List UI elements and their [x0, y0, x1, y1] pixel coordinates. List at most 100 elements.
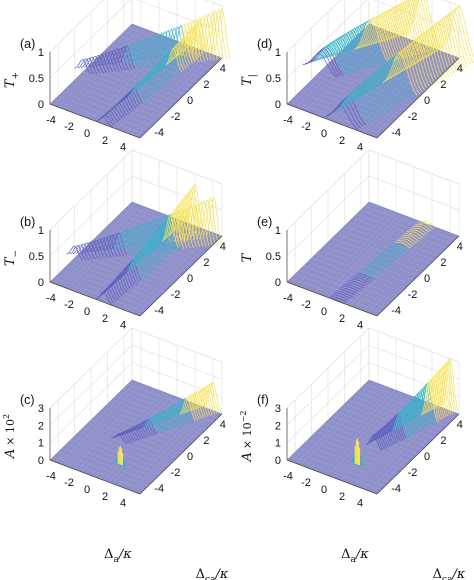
grid-line: [49, 362, 223, 443]
grid-line: [286, 327, 460, 409]
x-axis-subscript: a: [114, 555, 120, 565]
ridge-line: [107, 233, 125, 257]
x-tick-label: 4: [357, 142, 363, 154]
z-axis-symbol: T: [3, 256, 18, 266]
ridge-line: [363, 67, 399, 107]
ridge-line: [196, 386, 213, 416]
ridge-line: [199, 198, 216, 246]
ridge-line: [204, 381, 222, 413]
ridge-line: [415, 385, 433, 425]
y-tick-label: 4: [220, 63, 226, 75]
y-axis-line: [139, 57, 223, 139]
ridge-line: [318, 39, 354, 73]
ridge-line: [184, 26, 202, 57]
mesh-line: [352, 217, 443, 253]
ridge-line: [377, 255, 395, 263]
grid-line: [49, 0, 223, 79]
grid-line: [286, 175, 460, 257]
ridge-line: [417, 384, 435, 424]
ridge-line: [202, 382, 220, 413]
ridge-line: [140, 36, 158, 67]
ridge-line: [316, 41, 352, 74]
mesh-line: [364, 383, 455, 419]
y-tick-label: 2: [203, 257, 209, 269]
ridge-line: [412, 389, 430, 427]
ridge-line: [185, 392, 203, 419]
ridge-line: [134, 39, 152, 68]
ridge-line: [157, 409, 175, 429]
ridge-line: [93, 53, 111, 73]
ridge-line: [411, 227, 428, 235]
ridge-line: [350, 78, 386, 115]
y-axis-line: [139, 413, 223, 495]
x-tick-label: -4: [283, 292, 293, 304]
y-tick-label: 0: [424, 273, 430, 285]
ridge-line: [420, 380, 438, 422]
mesh-line: [135, 56, 218, 137]
mesh-line: [121, 229, 205, 310]
x-tick-label: -2: [301, 299, 311, 311]
panel-label: (d): [257, 37, 272, 51]
ridge-line: [72, 244, 90, 260]
ridge-line: [439, 359, 457, 412]
ridge-line: [182, 29, 200, 59]
y-tick-label: 2: [203, 435, 209, 447]
z-axis-scale-exponent: 2: [2, 414, 11, 419]
ridge-line: [404, 232, 422, 240]
ridge-line: [161, 214, 179, 249]
ridge-line: [336, 290, 354, 298]
surface-feature-ridge: [328, 220, 436, 305]
ridge-line: [417, 222, 434, 230]
z-axis-subscript: |: [248, 74, 258, 77]
y-tick-label: 4: [457, 241, 463, 253]
ridge-line: [74, 59, 92, 75]
ridge-line: [145, 234, 163, 263]
ridge-line: [405, 396, 423, 431]
ridge-line: [84, 56, 101, 74]
mesh-line: [127, 383, 218, 419]
z-axis-symbol: T: [3, 78, 18, 88]
ridge-line: [365, 12, 401, 60]
ridge-line: [131, 40, 149, 69]
y-axis-line: [376, 235, 460, 317]
ridge-line: [176, 196, 194, 236]
x-tick-label: -2: [64, 299, 74, 311]
ridge-line: [82, 241, 99, 259]
ridge-line: [166, 404, 183, 426]
ridge-line: [147, 231, 165, 261]
x-tick-label: 2: [102, 491, 108, 503]
ridge-line: [304, 50, 340, 77]
ridge-line: [163, 211, 181, 247]
ridge-line: [109, 48, 127, 71]
ridge-line: [403, 398, 421, 431]
y-tick-label: 2: [440, 435, 446, 447]
mesh-line: [90, 419, 182, 455]
x-axis-line: [286, 459, 378, 495]
ridge-line: [386, 248, 403, 256]
x-tick-label: 0: [321, 484, 327, 496]
ridge-line: [334, 292, 351, 299]
mesh-line: [327, 241, 419, 277]
ridge-line: [361, 69, 396, 109]
y-tick-label: 2: [440, 257, 446, 269]
ridge-line: [375, 7, 410, 57]
z-axis-label: T|: [240, 74, 258, 86]
mesh-line: [115, 395, 206, 431]
ridge-line: [163, 405, 181, 427]
y-tick-label: 0: [424, 95, 430, 107]
surface-feature-ridge: [66, 196, 223, 261]
ridge-line: [348, 279, 366, 287]
ridge-line: [101, 235, 118, 257]
panel-label: (c): [20, 393, 35, 407]
x-axis-label: Δa/κ: [341, 547, 369, 565]
ridge-line: [340, 286, 358, 294]
ridge-line: [191, 20, 208, 52]
ridge-line: [180, 31, 198, 60]
ridge-line: [151, 226, 169, 258]
ridge-line: [393, 0, 429, 52]
ridge-line: [120, 229, 137, 255]
x-tick-label: 2: [102, 313, 108, 325]
ridge-line: [170, 203, 187, 241]
ridge-line: [330, 295, 347, 303]
